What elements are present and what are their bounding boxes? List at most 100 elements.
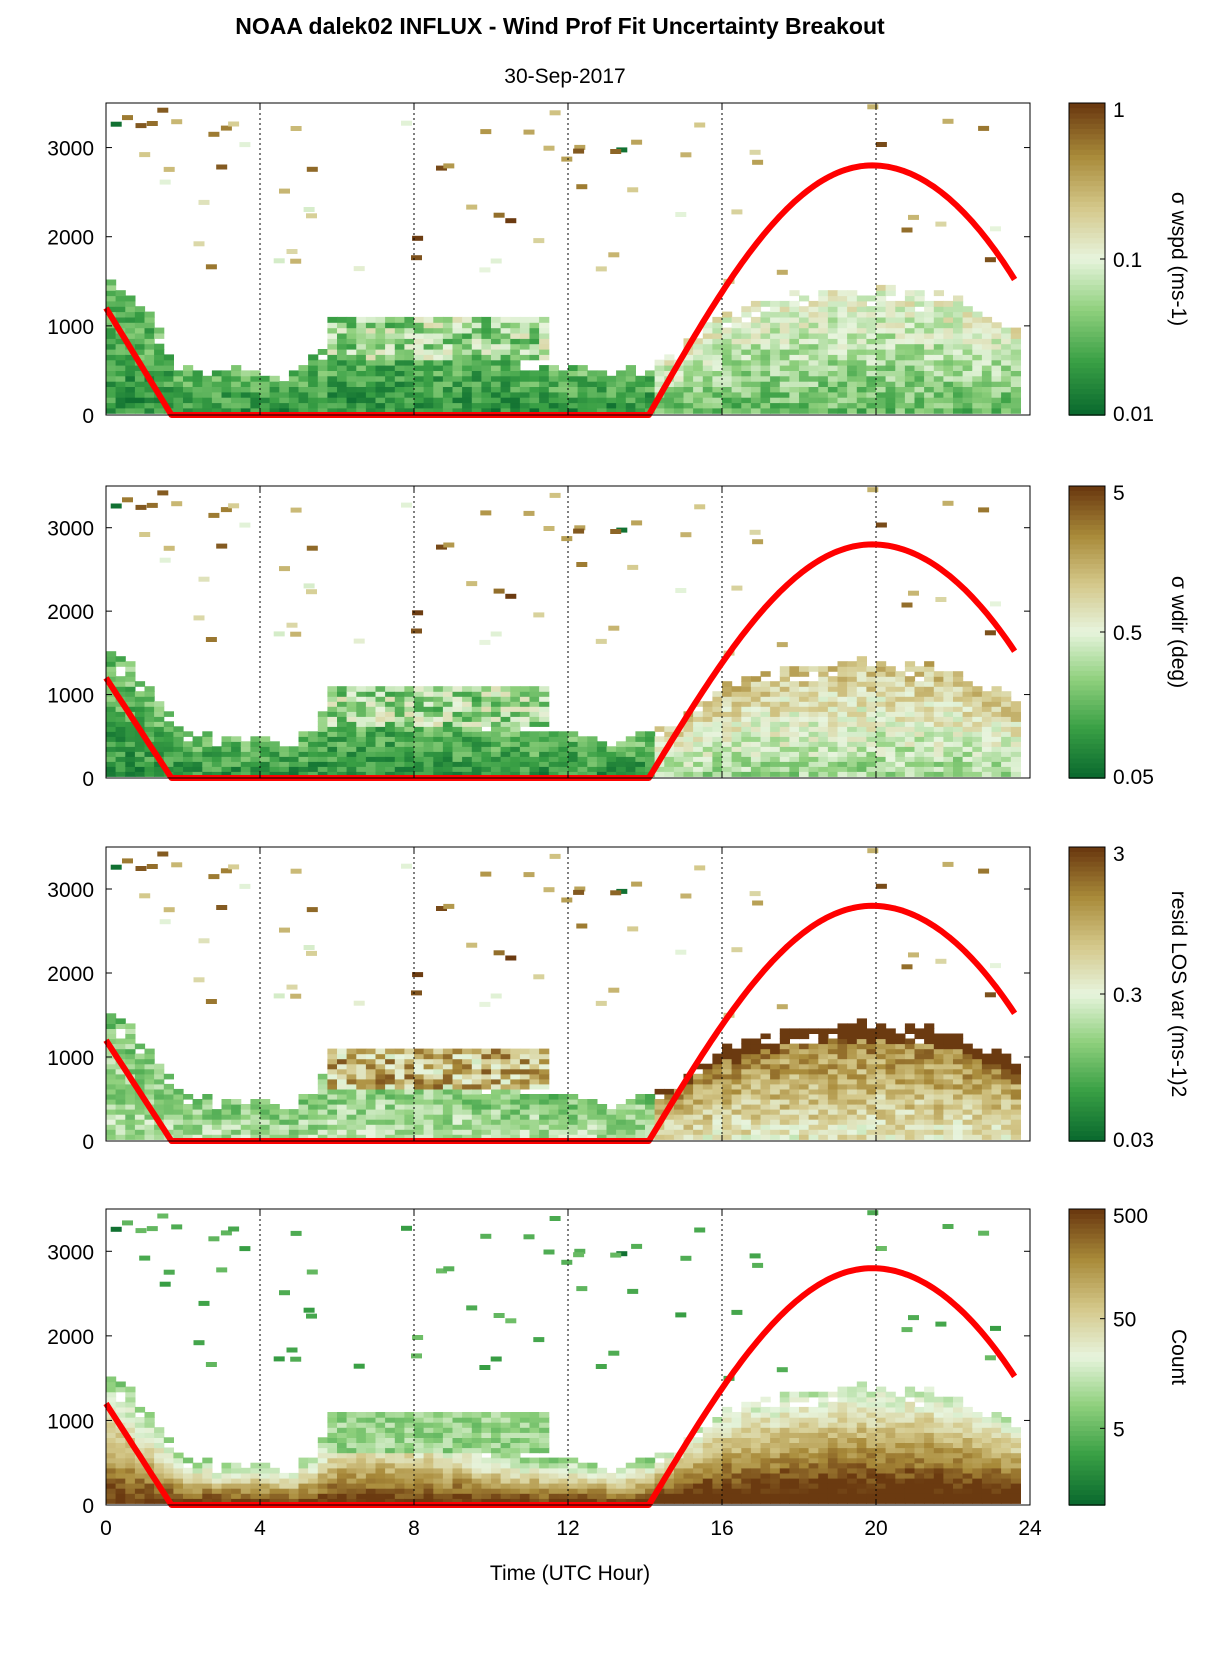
heat-cell	[125, 1094, 136, 1100]
heat-cell	[452, 365, 463, 371]
heat-cell	[106, 691, 117, 697]
heat-cell	[856, 1109, 867, 1115]
heat-cell	[827, 311, 839, 318]
heat-cell	[385, 375, 396, 382]
heat-cell	[401, 863, 412, 869]
heat-cell	[972, 333, 983, 339]
heat-cell	[568, 407, 579, 414]
heat-cell	[750, 359, 762, 366]
heat-cell	[799, 1043, 810, 1050]
heat-cell	[452, 386, 463, 393]
heat-cell	[269, 381, 280, 387]
heat-cell	[1001, 397, 1012, 404]
heat-cell	[731, 1068, 742, 1075]
heat-cell	[895, 721, 906, 727]
heat-cell	[789, 686, 800, 692]
heat-cell	[394, 370, 405, 377]
heat-cell	[962, 711, 973, 717]
heat-cell	[847, 726, 858, 732]
heat-cell	[231, 402, 242, 409]
heat-cell	[452, 370, 463, 377]
heat-cell	[337, 375, 348, 382]
heat-cell	[779, 1109, 790, 1115]
heat-cell	[818, 1099, 829, 1105]
heat-cell	[327, 771, 338, 777]
heat-cell	[683, 370, 694, 377]
heat-cell	[365, 343, 377, 350]
heat-cell	[712, 354, 723, 361]
heat-cell	[702, 731, 713, 737]
heat-cell	[1010, 1083, 1021, 1090]
heat-cell	[462, 365, 473, 371]
heat-cell	[183, 731, 194, 737]
heat-cell	[260, 391, 271, 398]
heat-cell	[423, 359, 434, 366]
heat-cell	[442, 1068, 454, 1075]
heat-cell	[346, 327, 357, 334]
heat-cell	[856, 1043, 867, 1050]
heat-cell	[519, 354, 531, 361]
heat-cell	[346, 1124, 357, 1130]
heat-cell	[125, 736, 136, 742]
heat-cell	[115, 343, 126, 350]
heat-cell	[452, 343, 463, 350]
heat-cell	[779, 359, 790, 366]
heat-cell	[337, 1058, 348, 1065]
heat-cell	[394, 701, 405, 707]
heat-cell	[904, 316, 916, 323]
heat-cell	[500, 1078, 511, 1085]
heat-cell	[895, 1119, 906, 1125]
heat-cell	[356, 1088, 367, 1095]
heat-cell	[134, 766, 146, 772]
colorbar-band	[1069, 227, 1105, 234]
heat-cell	[576, 562, 588, 567]
heat-cell	[654, 1134, 665, 1140]
heat-cell	[712, 1063, 723, 1070]
heat-cell	[914, 322, 925, 329]
heat-cell	[616, 1114, 627, 1120]
heat-cell	[731, 1109, 742, 1115]
heat-cell	[596, 402, 608, 409]
heat-cell	[808, 349, 819, 355]
heat-cell	[770, 1129, 781, 1135]
heat-cell	[943, 691, 954, 697]
heat-cell	[827, 746, 839, 752]
heat-cell	[856, 333, 867, 339]
heat-cell	[202, 751, 213, 757]
heat-cell	[895, 726, 906, 732]
heat-cell	[972, 1124, 983, 1130]
heat-cell	[683, 1114, 694, 1120]
heat-cell	[548, 746, 559, 752]
colorbar-band	[1069, 602, 1105, 609]
heat-cell	[394, 1053, 405, 1060]
heat-cell	[702, 333, 713, 339]
heat-cell	[779, 696, 790, 702]
heat-cell	[991, 1053, 1002, 1060]
heat-cell	[481, 1058, 492, 1065]
heat-cell	[491, 402, 502, 409]
colorbar-band	[1069, 627, 1105, 633]
heat-cell	[385, 686, 396, 692]
heat-cell	[365, 1119, 377, 1125]
heat-cell	[356, 1048, 367, 1055]
heat-cell	[442, 327, 454, 334]
heat-cell	[346, 1099, 357, 1105]
heat-cell	[462, 333, 473, 339]
heat-cell	[414, 349, 425, 355]
heat-cell	[433, 381, 444, 387]
heat-cell	[683, 359, 694, 366]
heat-cell	[173, 746, 184, 752]
heat-cell	[904, 402, 916, 409]
heat-cell	[750, 676, 762, 682]
heat-cell	[827, 756, 839, 762]
heat-cell	[789, 1124, 800, 1130]
heat-cell	[452, 1129, 463, 1135]
heat-cell	[789, 375, 800, 382]
heat-cell	[953, 751, 964, 757]
heat-cell	[481, 375, 492, 382]
heat-cell	[808, 1109, 819, 1115]
heat-cell	[596, 1124, 608, 1130]
heat-cell	[442, 711, 454, 717]
heat-cell	[673, 761, 685, 767]
heat-cell	[943, 322, 954, 329]
